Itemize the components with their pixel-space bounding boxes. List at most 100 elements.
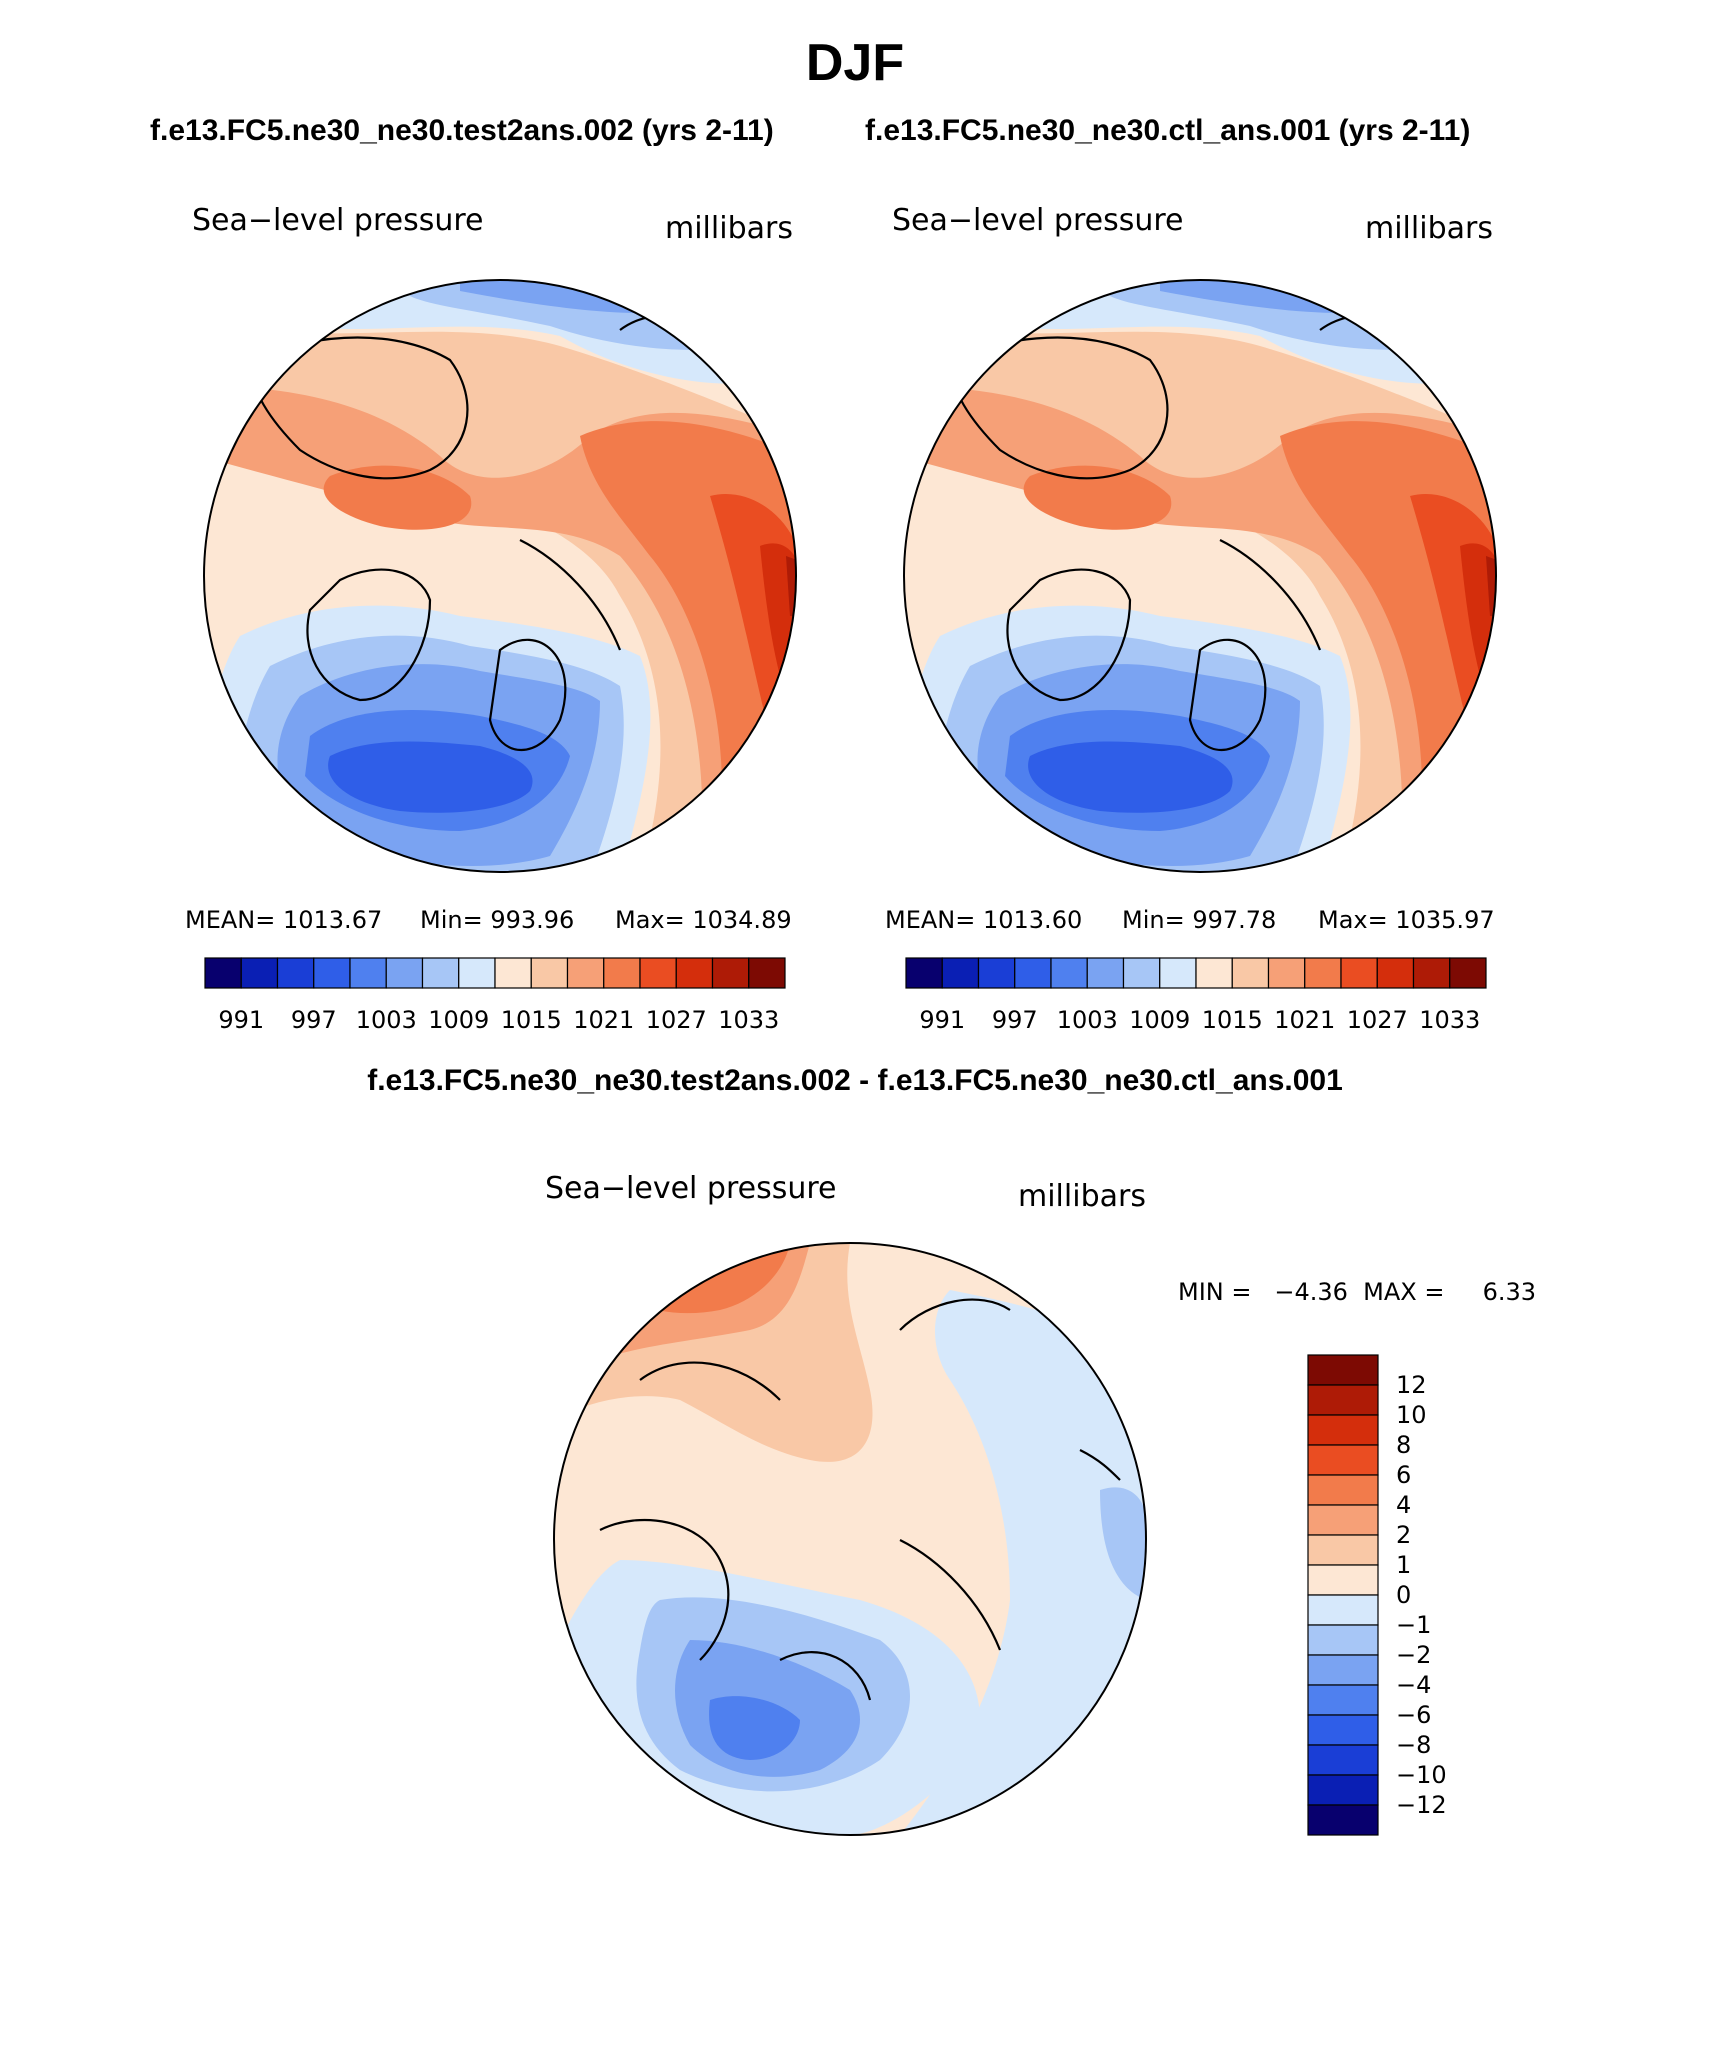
- panel-ctl-colorbar-swatch: [1050, 957, 1088, 989]
- panel-diff-colorbar-swatch: [1307, 1654, 1379, 1686]
- figure-title: DJF: [806, 34, 904, 92]
- panel-diff-colorbar-tick-label: 2: [1396, 1521, 1411, 1549]
- panel-ctl-colorbar-swatch: [1014, 957, 1052, 989]
- panel-ctl-colorbar-tick-label: 1033: [1419, 1006, 1480, 1034]
- panel-ctl-colorbar-tick-label: 1015: [1202, 1006, 1263, 1034]
- panel-ctl-colorbar: 991 997 1003 1009 1015 1021 1027 1033: [905, 957, 1487, 1034]
- panel-test-colorbar-swatch: [566, 957, 605, 989]
- panel-ctl-min: Min= 997.78: [1122, 906, 1276, 934]
- panel-ctl-boundary: [903, 279, 1497, 873]
- panel-diff: Sea−level pressure millibars MIN = −4.36…: [545, 1171, 1536, 1836]
- panel-diff-colorbar-tick-label: −1: [1396, 1611, 1431, 1639]
- panel-diff-colorbar-tick-label: −10: [1396, 1761, 1447, 1789]
- panel-ctl-max: Max= 1035.97: [1318, 906, 1495, 934]
- panel-diff-colorbar-tick-label: 10: [1396, 1401, 1427, 1429]
- panel-test-mean: MEAN= 1013.67: [185, 906, 382, 934]
- test-case-title: f.e13.FC5.ne30_ne30.test2ans.002 (yrs 2-…: [150, 114, 774, 147]
- panel-ctl-colorbar-swatch: [1086, 957, 1125, 989]
- panel-ctl-colorbar-swatch: [1340, 957, 1378, 989]
- panel-diff-colorbar-tick-label: −12: [1396, 1791, 1447, 1819]
- panel-test-colorbar-swatch: [494, 957, 532, 989]
- panel-ctl-colorbar-tick-label: 1027: [1347, 1006, 1408, 1034]
- panel-ctl-colorbar-tick-label: 1003: [1057, 1006, 1118, 1034]
- panel-diff-colorbar-tick-label: −4: [1396, 1671, 1431, 1699]
- panel-diff-colorbar-swatch: [1307, 1504, 1379, 1536]
- panel-test-colorbar-tick-label: 1021: [573, 1006, 634, 1034]
- panel-diff-colorbar-swatch: [1307, 1564, 1379, 1596]
- panel-test-colorbar-swatch: [204, 957, 242, 989]
- panel-test-boundary: [203, 279, 797, 873]
- panel-test-colorbar-swatch: [240, 957, 279, 989]
- panel-diff-colorbar-swatch: [1307, 1684, 1379, 1716]
- panel-diff-colorbar-tick-label: 6: [1396, 1461, 1411, 1489]
- panel-diff-colorbar-tick-label: 1: [1396, 1551, 1411, 1579]
- diff-case-title: f.e13.FC5.ne30_ne30.test2ans.002 - f.e13…: [367, 1064, 1343, 1097]
- panel-diff-colorbar-swatch: [1307, 1624, 1379, 1656]
- panel-test-colorbar-tick-label: 991: [218, 1006, 264, 1034]
- panel-diff-boundary: [553, 1242, 1147, 1836]
- panel-ctl-colorbar-swatch: [1231, 957, 1270, 989]
- panel-test-colorbar-swatch: [458, 957, 496, 989]
- panel-diff-colorbar-tick-label: −8: [1396, 1731, 1431, 1759]
- panel-test-min: Min= 993.96: [420, 906, 574, 934]
- panel-test-colorbar-tick-label: 1015: [501, 1006, 562, 1034]
- panel-diff-colorbar-swatch: [1307, 1744, 1379, 1776]
- panel-ctl-colorbar-swatch: [1412, 957, 1451, 989]
- panel-test-colorbar-swatch: [603, 957, 641, 989]
- panel-test-colorbar-swatch: [711, 957, 750, 989]
- panel-ctl-units: millibars: [1365, 211, 1493, 246]
- panel-diff-colorbar-tick-label: 12: [1396, 1371, 1427, 1399]
- panel-diff-colorbar-tick-label: −2: [1396, 1641, 1431, 1669]
- panel-ctl-colorbar-swatch: [1122, 957, 1161, 989]
- panel-diff-units: millibars: [1018, 1179, 1146, 1214]
- panel-test-colorbar: 991 997 1003 1009 1015 1021 1027 1033: [204, 957, 786, 1034]
- panel-diff-colorbar-tick-label: 0: [1396, 1581, 1411, 1609]
- panel-test-colorbar-tick-label: 1009: [428, 1006, 489, 1034]
- panel-ctl-colorbar-swatch: [1267, 957, 1306, 989]
- panel-ctl-colorbar-swatch: [1376, 957, 1415, 989]
- panel-test-variable: Sea−level pressure: [192, 203, 483, 238]
- panel-diff-colorbar-swatch: [1307, 1774, 1379, 1806]
- panel-test-colorbar-tick-label: 1033: [718, 1006, 779, 1034]
- panel-ctl-colorbar-tick-label: 997: [992, 1006, 1038, 1034]
- panel-diff-colorbar-swatch: [1307, 1804, 1379, 1836]
- panel-diff-colorbar-swatch: [1307, 1414, 1379, 1446]
- panel-diff-colorbar-tick-label: 8: [1396, 1431, 1411, 1459]
- panel-ctl-colorbar-swatch: [941, 957, 980, 989]
- panel-diff-variable: Sea−level pressure: [545, 1171, 836, 1206]
- panel-diff-colorbar-swatch: [1307, 1384, 1379, 1416]
- panel-diff-colorbar-swatch: [1307, 1444, 1379, 1476]
- panel-diff-minmax: MIN = −4.36 MAX = 6.33: [1178, 1278, 1536, 1306]
- panel-test: Sea−level pressure millibars MEAN= 1013.…: [185, 203, 797, 1034]
- panel-ctl-colorbar-tick-label: 1021: [1274, 1006, 1335, 1034]
- panel-test-colorbar-swatch: [385, 957, 424, 989]
- panel-test-colorbar-tick-label: 997: [291, 1006, 337, 1034]
- ctl-case-title: f.e13.FC5.ne30_ne30.ctl_ans.001 (yrs 2-1…: [865, 114, 1470, 147]
- panel-ctl-colorbar-swatch: [977, 957, 1016, 989]
- panel-diff-colorbar-swatch: [1307, 1534, 1379, 1566]
- panel-test-units: millibars: [665, 211, 793, 246]
- panel-ctl-colorbar-swatch: [1159, 957, 1197, 989]
- panel-ctl-variable: Sea−level pressure: [892, 203, 1183, 238]
- panel-ctl-colorbar-swatch: [1304, 957, 1342, 989]
- panel-test-colorbar-tick-label: 1027: [646, 1006, 707, 1034]
- panel-test-colorbar-swatch: [748, 957, 786, 989]
- panel-diff-colorbar-swatch: [1307, 1354, 1379, 1386]
- panel-test-colorbar-swatch: [313, 957, 351, 989]
- panel-ctl-colorbar-tick-label: 1009: [1129, 1006, 1190, 1034]
- panel-test-colorbar-tick-label: 1003: [356, 1006, 417, 1034]
- panel-ctl-mean: MEAN= 1013.60: [885, 906, 1082, 934]
- panel-ctl-colorbar-swatch: [1195, 957, 1233, 989]
- panel-ctl: Sea−level pressure millibars MEAN= 1013.…: [885, 203, 1497, 1034]
- panel-ctl-colorbar-tick-label: 991: [919, 1006, 965, 1034]
- panel-test-max: Max= 1034.89: [615, 906, 792, 934]
- panel-test-colorbar-swatch: [530, 957, 569, 989]
- panel-test-colorbar-swatch: [276, 957, 315, 989]
- panel-ctl-colorbar-swatch: [1449, 957, 1487, 989]
- panel-diff-colorbar-tick-label: −6: [1396, 1701, 1431, 1729]
- panel-diff-colorbar-swatch: [1307, 1714, 1379, 1746]
- panel-test-colorbar-swatch: [421, 957, 460, 989]
- panel-test-colorbar-swatch: [349, 957, 387, 989]
